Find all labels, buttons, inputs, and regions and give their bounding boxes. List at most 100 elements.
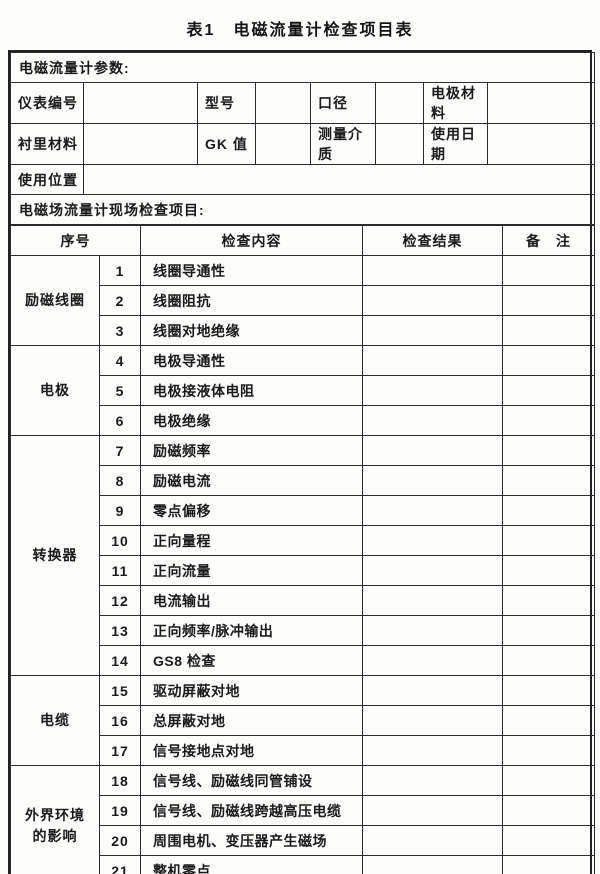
- electrode-material-value: [486, 82, 596, 124]
- item-number: 20: [99, 825, 141, 856]
- item-remark: [502, 435, 595, 466]
- electrode-material-label: 电极材料: [423, 82, 488, 124]
- item-content: 零点偏移: [140, 495, 363, 526]
- instrument-no-value: [83, 82, 198, 124]
- item-remark: [502, 705, 595, 736]
- item-result: [362, 585, 503, 616]
- item-remark: [502, 555, 595, 586]
- item-remark: [502, 405, 595, 436]
- item-content: 整机零点: [140, 855, 363, 874]
- item-row: 10 正向量程: [11, 525, 595, 556]
- parameter-row: 仪表编号 型号 口径 电极材料: [10, 82, 596, 124]
- item-number: 1: [99, 255, 141, 286]
- item-number: 12: [99, 585, 141, 616]
- item-row: 14 GS8 检查: [11, 645, 595, 676]
- model-label: 型号: [197, 82, 256, 124]
- item-remark: [502, 585, 595, 616]
- item-remark: [502, 525, 595, 556]
- lining-material-label: 衬里材料: [10, 123, 84, 165]
- item-remark: [502, 645, 595, 676]
- item-number: 9: [99, 495, 141, 526]
- item-content: 总屏蔽对地: [140, 705, 363, 736]
- item-remark: [502, 765, 595, 796]
- parameters-section-label: 电磁流量计参数:: [9, 52, 596, 83]
- group-label: 外界环境 的影响: [10, 765, 100, 874]
- item-row: 9 零点偏移: [11, 495, 595, 526]
- item-row: 16 总屏蔽对地: [11, 705, 595, 736]
- use-date-label: 使用日期: [423, 123, 488, 165]
- item-result: [362, 705, 503, 736]
- item-content: 线圈阻抗: [140, 285, 363, 316]
- column-header-seq: 序号: [10, 225, 141, 256]
- item-result: [362, 375, 503, 406]
- use-date-value: [486, 123, 596, 165]
- item-number: 3: [99, 315, 141, 346]
- parameters-header-row: 电磁流量计参数:: [9, 52, 596, 83]
- column-header-content: 检查内容: [140, 225, 363, 256]
- item-number: 17: [99, 735, 141, 766]
- item-content: 驱动屏蔽对地: [140, 675, 363, 706]
- item-row: 2 线圈阻抗: [11, 285, 595, 316]
- item-content: 周围电机、变压器产生磁场: [140, 825, 363, 856]
- column-header-remark: 备 注: [502, 225, 595, 256]
- item-result: [362, 255, 503, 286]
- group-label: 电缆: [10, 675, 100, 766]
- medium-label: 测量介质: [310, 123, 376, 165]
- item-remark: [502, 675, 595, 706]
- item-number: 13: [99, 615, 141, 646]
- item-result: [362, 735, 503, 766]
- item-content: 正向频率/脉冲输出: [140, 615, 363, 646]
- item-result: [362, 675, 503, 706]
- item-content: 线圈导通性: [140, 255, 363, 286]
- inspection-table: 电磁流量计参数: 仪表编号 型号 口径 电极材料 衬里材料 GK 值 测量介质 …: [8, 50, 596, 874]
- item-row: 8 励磁电流: [11, 465, 595, 496]
- item-row: 外界环境 的影响 18 信号线、励磁线同管铺设: [10, 765, 595, 874]
- gk-value-value: [255, 123, 311, 165]
- medium-value: [375, 123, 424, 165]
- item-content: 电极接液体电阻: [140, 375, 363, 406]
- item-row: 19 信号线、励磁线跨越高压电缆: [11, 795, 595, 826]
- item-result: [362, 285, 503, 316]
- item-number: 8: [99, 465, 141, 496]
- item-row: 21 整机零点: [11, 855, 595, 874]
- parameter-row: 使用位置: [10, 164, 596, 195]
- item-result: [362, 765, 503, 796]
- item-remark: [502, 465, 595, 496]
- item-content: 正向量程: [140, 525, 363, 556]
- item-row: 20 周围电机、变压器产生磁场: [11, 825, 595, 856]
- group-label: 励磁线圈: [10, 255, 100, 346]
- item-result: [362, 525, 503, 556]
- item-remark: [502, 345, 595, 376]
- field-check-section-label: 电磁场流量计现场检查项目:: [9, 194, 596, 225]
- item-result: [362, 435, 503, 466]
- use-location-value: [82, 164, 596, 195]
- item-result: [362, 795, 503, 826]
- field-check-header-row: 电磁场流量计现场检查项目:: [9, 194, 596, 225]
- item-number: 18: [99, 765, 141, 796]
- item-content: 信号线、励磁线同管铺设: [140, 765, 363, 796]
- item-result: [362, 345, 503, 376]
- item-row: 5 电极接液体电阻: [11, 375, 595, 406]
- item-result: [362, 855, 503, 874]
- table-title: 表1 电磁流量计检查项目表: [186, 22, 414, 39]
- group-label: 转换器: [10, 435, 100, 676]
- item-remark: [502, 495, 595, 526]
- item-number: 5: [99, 375, 141, 406]
- item-result: [362, 405, 503, 436]
- use-location-label: 使用位置: [10, 164, 84, 195]
- item-number: 15: [99, 675, 141, 706]
- item-content: 信号线、励磁线跨越高压电缆: [140, 795, 363, 826]
- item-result: [362, 555, 503, 586]
- item-result: [362, 495, 503, 526]
- item-result: [362, 465, 503, 496]
- item-remark: [502, 795, 595, 826]
- item-content: 电极绝缘: [140, 405, 363, 436]
- item-number: 11: [99, 555, 141, 586]
- item-row: 电缆 15 驱动屏蔽对地: [10, 675, 595, 766]
- item-row: 励磁线圈 1 线圈导通性: [10, 255, 595, 346]
- item-content: 电极导通性: [140, 345, 363, 376]
- item-result: [362, 315, 503, 346]
- parameter-row: 衬里材料 GK 值 测量介质 使用日期: [10, 123, 596, 165]
- item-number: 10: [99, 525, 141, 556]
